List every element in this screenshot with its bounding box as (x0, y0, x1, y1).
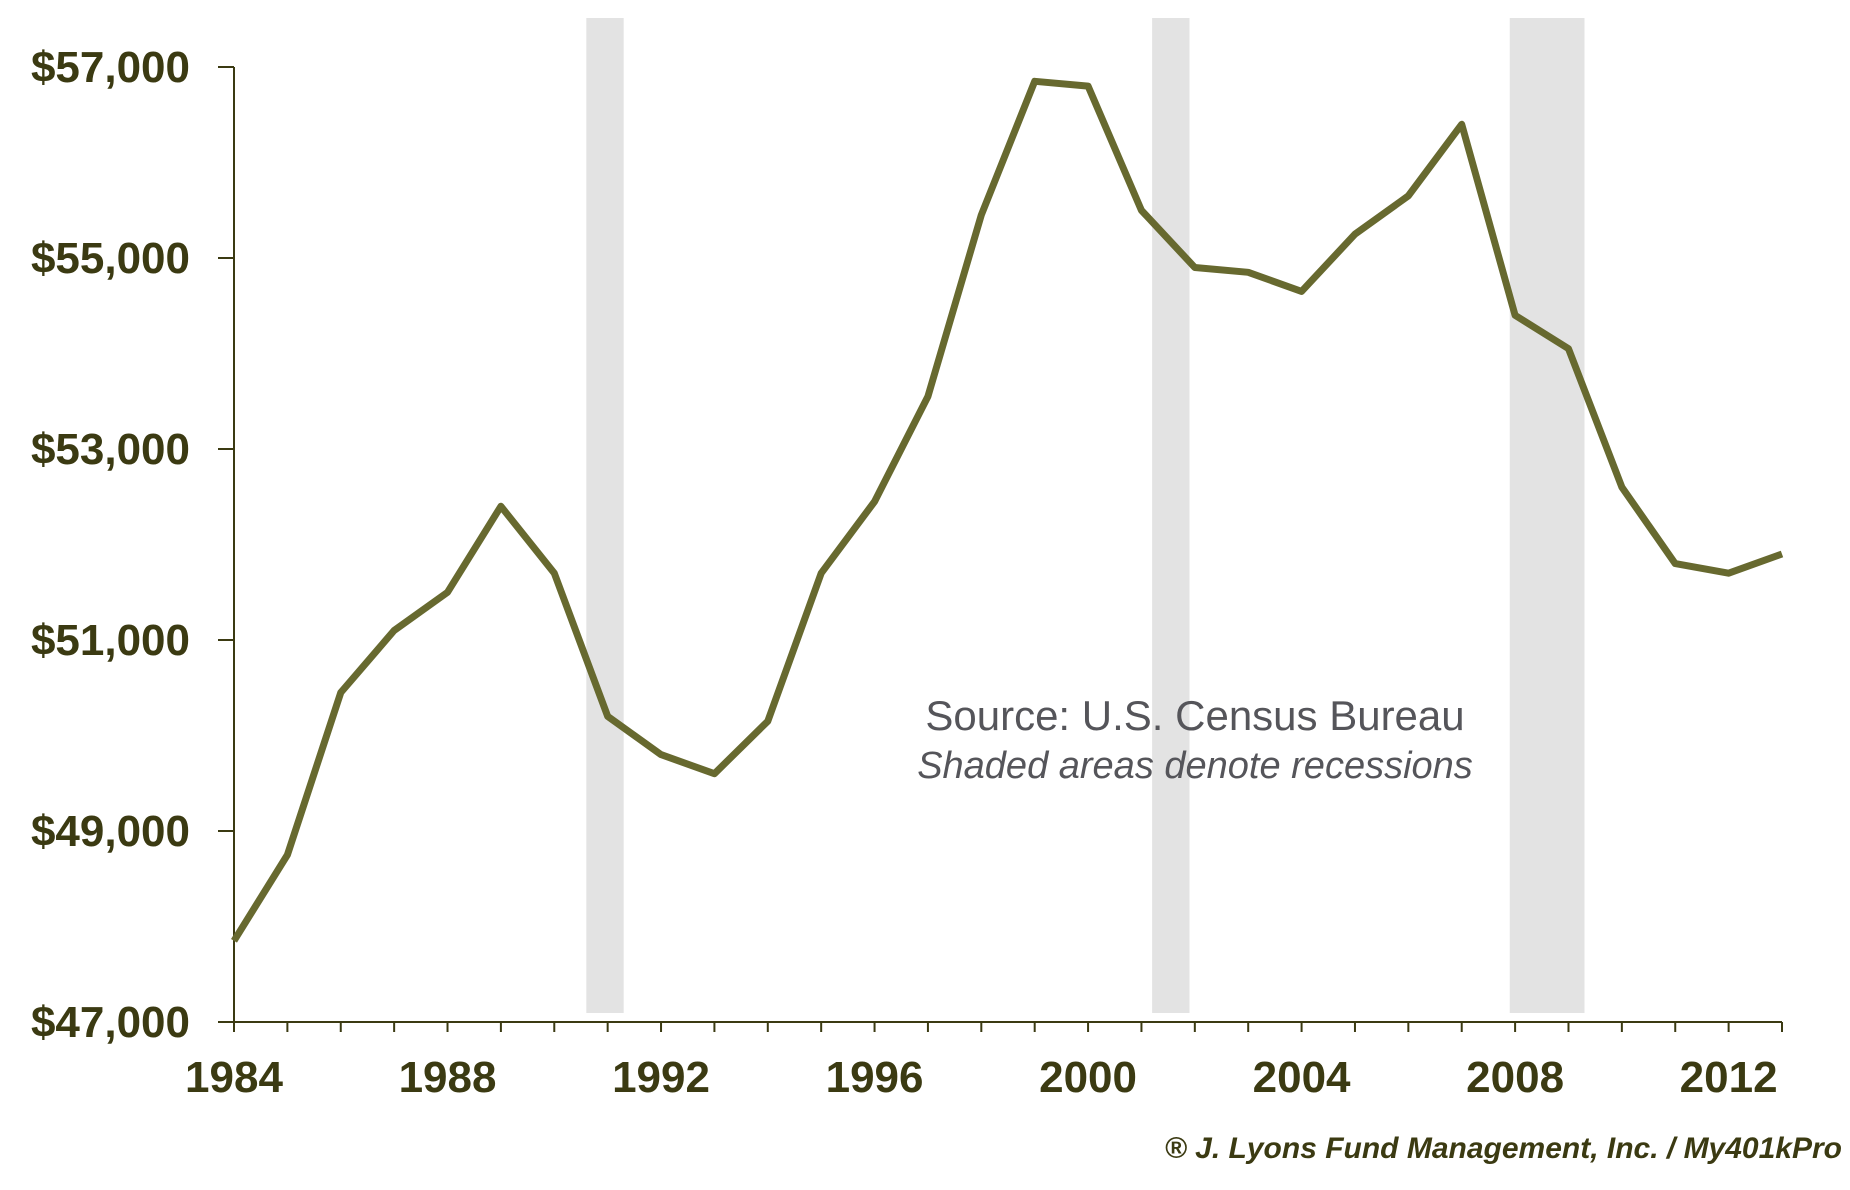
recession-band (1509, 18, 1585, 1013)
recession-band (1152, 18, 1190, 1013)
y-tick-label: $53,000 (31, 425, 190, 474)
x-tick-labels: 1984 1988 1992 1996 2000 2004 2008 2012 (185, 1053, 1778, 1102)
y-tick-labels: $47,000 $49,000 $51,000 $53,000 $55,000 $57,0… (31, 43, 190, 1047)
x-tick-label: 1996 (826, 1053, 924, 1102)
x-tick-label: 2012 (1680, 1053, 1778, 1102)
x-tick-label: 2004 (1253, 1053, 1351, 1102)
x-tick-label: 1984 (185, 1053, 283, 1102)
y-tick-label: $55,000 (31, 234, 190, 283)
x-tick-label: 2000 (1039, 1053, 1137, 1102)
x-tick-label: 1992 (612, 1053, 710, 1102)
recession-bands (586, 18, 1585, 1013)
recession-band (586, 18, 624, 1013)
y-tick-label: $57,000 (31, 43, 190, 92)
y-tick-label: $51,000 (31, 616, 190, 665)
x-tick-label: 2008 (1466, 1053, 1564, 1102)
series-line (231, 77, 1784, 943)
y-tick-label: $47,000 (31, 998, 190, 1047)
x-tick-label: 1988 (399, 1053, 497, 1102)
source-annotation: Source: U.S. Census Bureau (925, 692, 1464, 739)
recession-note: Shaded areas denote recessions (917, 745, 1473, 787)
copyright-credit: ® J. Lyons Fund Management, Inc. / My401… (1165, 1132, 1842, 1165)
series-layer (231, 77, 1784, 943)
axes (218, 66, 1783, 1032)
y-tick-label: $49,000 (31, 807, 190, 856)
